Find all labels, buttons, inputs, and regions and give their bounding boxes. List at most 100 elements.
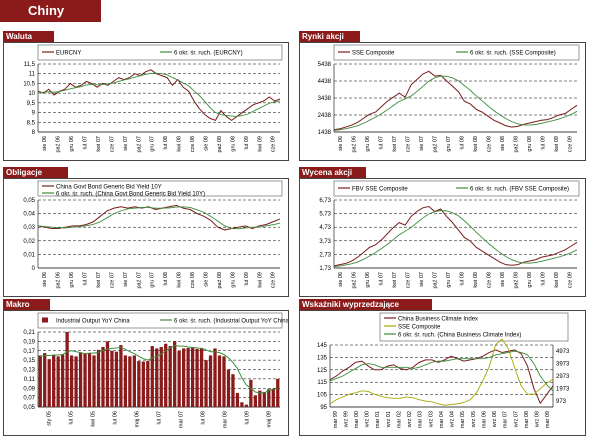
x-tick-label: gru 07	[446, 136, 452, 152]
y-tick-label: 8	[32, 130, 36, 136]
y-tick-label: 2,73	[319, 252, 331, 258]
x-tick-label: cze 09	[568, 136, 574, 152]
series-line-main	[37, 204, 281, 231]
x-tick-label: sie 07	[419, 272, 425, 287]
y-tick-label: 2438	[318, 113, 332, 119]
legend-label: FBV SSE Composite	[352, 187, 408, 193]
y-tick-label: 0,05	[23, 198, 35, 204]
bar	[267, 389, 271, 407]
x-tick-label: gru 06	[365, 136, 371, 152]
y-tick-label: 6,73	[319, 198, 331, 204]
bar	[173, 341, 177, 407]
y-tick-label: 0,11	[24, 377, 36, 383]
bar	[43, 353, 47, 407]
bar	[231, 374, 235, 407]
series-line-secondary-1	[37, 72, 281, 117]
y-tick-label: 0,13	[23, 368, 35, 374]
chart-svg-wycena: FBV SSE Composite 6 okr. śr. ruch. (FBV S…	[319, 180, 580, 289]
bar	[249, 379, 253, 407]
y-tick-label: 5,73	[319, 212, 331, 218]
bar	[195, 348, 199, 407]
x-tick-label: maj 09	[266, 411, 272, 428]
x-tick-label: lut 09	[541, 136, 547, 149]
y-tick-label: 0,02	[23, 239, 35, 245]
page-title: Chiny	[0, 0, 101, 22]
bar	[47, 359, 51, 407]
x-tick-label: sie 08	[500, 272, 506, 287]
x-tick-label: paź 08	[514, 136, 520, 153]
y-tick-label: 105	[317, 393, 328, 399]
bar	[190, 347, 195, 407]
bar	[38, 355, 42, 407]
series-line-main	[37, 69, 281, 121]
x-tick-label: cze 08	[487, 272, 493, 288]
legend-label: 6 okr. śr. ruch. (EURCNY)	[174, 51, 243, 57]
bar	[150, 346, 154, 407]
x-tick-label: kwi 08	[177, 136, 183, 152]
x-tick-label: lut 08	[460, 136, 466, 149]
x-tick-label: gru 08	[527, 272, 533, 288]
x-tick-label: wrz 00	[365, 411, 371, 428]
x-tick-label: gru 06	[365, 272, 371, 288]
bar	[83, 354, 87, 407]
y-tick-label: 0,15	[23, 358, 35, 364]
x-tick-label: sie 07	[123, 272, 129, 287]
x-tick-label: paź 08	[217, 136, 223, 153]
x-tick-label: gru 08	[527, 136, 533, 152]
bar	[110, 350, 114, 407]
x-tick-label: gru 06	[69, 272, 75, 288]
x-tick-label: sie 06	[338, 136, 344, 151]
bar	[204, 360, 208, 407]
y-tick-label: 0	[32, 266, 36, 272]
bar	[186, 347, 190, 407]
x-tick-label: lut 07	[83, 272, 89, 285]
x-tick-label: sie 08	[204, 272, 210, 287]
bar	[74, 356, 78, 407]
x-tick-label: lut 08	[163, 136, 169, 149]
bar	[132, 355, 136, 407]
bar	[208, 355, 213, 407]
bar	[199, 347, 204, 407]
legend-box	[379, 312, 569, 342]
x-tick-label: mar 07	[178, 411, 184, 428]
bar	[226, 369, 231, 407]
bar	[258, 390, 262, 407]
x-tick-label: sie 06	[338, 272, 344, 287]
y-tick-label: 0,21	[23, 330, 35, 336]
x-tick-label: mar 07	[503, 411, 509, 428]
y-tick-label: 4,73	[319, 225, 331, 231]
x-tick-label: sie 07	[123, 136, 129, 151]
legend-rynki: SSE Composite 6 okr. śr. ruch. (SSE Compo…	[333, 44, 580, 61]
x-tick-label: paź 08	[217, 272, 223, 289]
y-tick-label: 10	[28, 91, 35, 97]
x-tick-label: wrz 03	[428, 411, 434, 428]
bar	[119, 345, 123, 407]
y2-tick-label: 1973	[556, 386, 570, 392]
x-tick-label: wrz 08	[535, 411, 541, 428]
legend-label: SSE Composite	[352, 51, 395, 57]
series-line-secondary-1	[333, 210, 578, 267]
x-tick-label: lut 06	[112, 411, 118, 424]
chart-svg-rynki: SSE Composite 6 okr. śr. ruch. (SSE Compo…	[318, 44, 580, 153]
legend-label: China Business Climate Index	[398, 317, 478, 323]
bar	[159, 347, 163, 407]
bar	[105, 341, 110, 407]
x-tick-label: kwi 07	[392, 136, 398, 152]
x-tick-label: lut 08	[200, 411, 206, 424]
y-tick-label: 0,01	[23, 252, 35, 258]
x-tick-label: kwi 08	[177, 272, 183, 288]
legend-makro: Industrial Output YoY China 6 okr. śr. ru…	[37, 312, 291, 329]
x-tick-label: kwi 07	[96, 136, 102, 152]
y-tick-label: 0,09	[23, 386, 35, 392]
bar	[213, 348, 217, 407]
x-tick-label: sie 08	[500, 136, 506, 151]
legend-label: 6 okr. śr. ruch. (SSE Composite)	[470, 51, 556, 57]
bar	[235, 392, 240, 407]
x-tick-label: lut 09	[244, 272, 250, 285]
x-tick-label: cze 09	[568, 272, 574, 288]
x-tick-label: sie 06	[42, 136, 48, 151]
series-line-secondary-1	[333, 75, 578, 131]
y-tick-label: 95	[320, 405, 327, 411]
y-tick-label: 125	[317, 368, 328, 374]
